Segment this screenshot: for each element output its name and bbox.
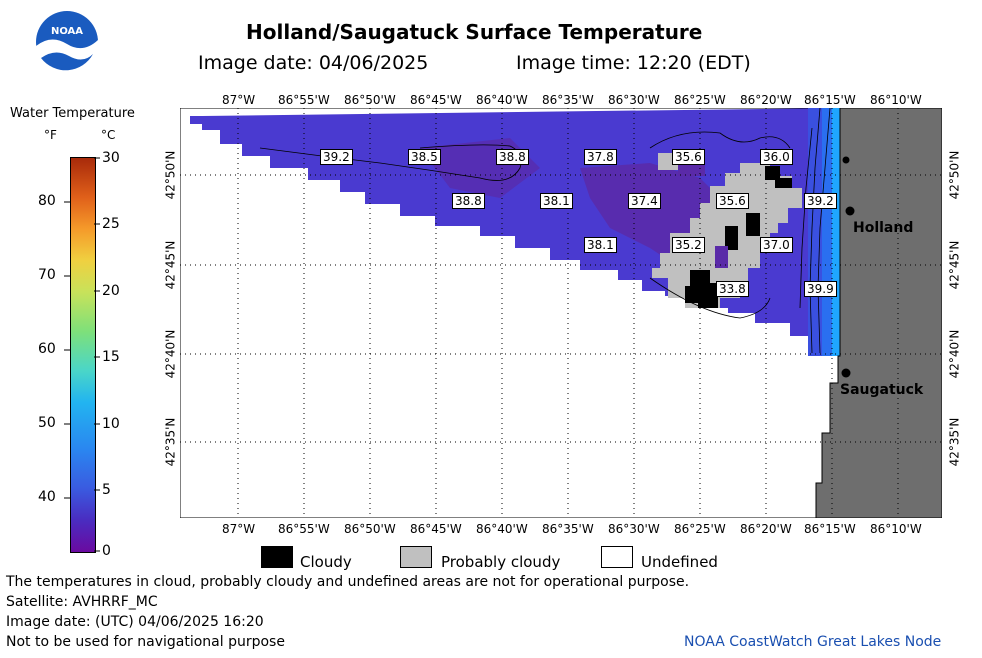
lon-label-top: 86°55'W: [278, 93, 330, 107]
c-tick-0: 0: [102, 543, 111, 559]
lon-label-top: 86°45'W: [410, 93, 462, 107]
temp-label: 37.4: [628, 193, 661, 209]
lat-label-left: 42°40'N: [163, 329, 178, 379]
f-tick-40: 40: [38, 489, 56, 505]
cloudy-region: [685, 270, 728, 308]
lon-label-bottom: 86°30'W: [608, 522, 660, 536]
footer-navigation-warning: Not to be used for navigational purpose: [6, 634, 285, 650]
lon-label-top: 86°10'W: [870, 93, 922, 107]
legend-cloudy-label: Cloudy: [300, 553, 352, 571]
f-tick-80: 80: [38, 193, 56, 209]
legend-probably-cloudy-label: Probably cloudy: [441, 553, 561, 571]
lon-label-top: 86°15'W: [804, 93, 856, 107]
lon-label-bottom: 86°50'W: [344, 522, 396, 536]
c-tick-20: 20: [102, 283, 120, 299]
lon-label-top: 86°50'W: [344, 93, 396, 107]
temp-label: 37.8: [584, 149, 617, 165]
logo-text: NOAA: [51, 26, 83, 37]
city-saugatuck: Saugatuck: [840, 382, 924, 398]
f-tick-70: 70: [38, 267, 56, 283]
c-tick-15: 15: [102, 349, 120, 365]
footer-utc-date: Image date: (UTC) 04/06/2025 16:20: [6, 614, 264, 630]
lon-label-top: 86°20'W: [740, 93, 792, 107]
temp-label: 38.8: [452, 193, 485, 209]
c-tick-5: 5: [102, 482, 111, 498]
legend-cloudy-swatch: [261, 546, 293, 568]
temp-label: 38.5: [408, 149, 441, 165]
footer-credit: NOAA CoastWatch Great Lakes Node: [684, 634, 942, 650]
footer-disclaimer: The temperatures in cloud, probably clou…: [6, 574, 690, 590]
saugatuck-dot: [841, 368, 851, 378]
lat-label-right: 42°45'N: [947, 240, 962, 290]
city-holland: Holland: [853, 220, 914, 236]
lat-label-left: 42°35'N: [163, 417, 178, 467]
colorbar-c-unit: °C: [101, 128, 116, 142]
temp-label: 35.6: [716, 193, 749, 209]
temp-label: 38.1: [584, 237, 617, 253]
temp-label: 39.2: [804, 193, 837, 209]
map: [180, 108, 942, 518]
f-tick-60: 60: [38, 341, 56, 357]
temp-label: 37.0: [760, 237, 793, 253]
lat-label-left: 42°45'N: [163, 240, 178, 290]
colorbar-f-unit: °F: [44, 128, 57, 142]
temp-label: 33.8: [716, 281, 749, 297]
colorbar-title: Water Temperature: [10, 106, 135, 121]
lat-label-right: 42°50'N: [947, 150, 962, 200]
noaa-logo: NOAA: [36, 11, 98, 74]
c-tick-25: 25: [102, 216, 120, 232]
legend-undefined-swatch: [601, 546, 633, 568]
lat-label-right: 42°40'N: [947, 329, 962, 379]
temp-label: 38.1: [540, 193, 573, 209]
lon-label-bottom: 86°40'W: [476, 522, 528, 536]
lat-label-right: 42°35'N: [947, 417, 962, 467]
lon-label-top: 87°W: [222, 93, 256, 107]
c-tick-30: 30: [102, 150, 120, 166]
lon-label-top: 86°35'W: [542, 93, 594, 107]
holland-dot-2: [845, 206, 855, 216]
image-time: Image time: 12:20 (EDT): [516, 52, 751, 74]
lon-label-bottom: 86°15'W: [804, 522, 856, 536]
temp-label: 39.9: [804, 281, 837, 297]
lat-label-left: 42°50'N: [163, 150, 178, 200]
colorbar-ticks: [64, 157, 100, 552]
legend-probably-cloudy-swatch: [400, 546, 432, 568]
footer-satellite: Satellite: AVHRRF_MC: [6, 594, 158, 610]
lon-label-bottom: 86°25'W: [674, 522, 726, 536]
holland-dot: [842, 156, 850, 164]
temp-label: 38.8: [496, 149, 529, 165]
image-date: Image date: 04/06/2025: [198, 52, 429, 74]
lon-label-top: 86°25'W: [674, 93, 726, 107]
legend-undefined-label: Undefined: [641, 553, 718, 571]
temp-label: 35.2: [672, 237, 705, 253]
colorbar: [70, 157, 96, 553]
temp-label: 36.0: [760, 149, 793, 165]
lon-label-top: 86°30'W: [608, 93, 660, 107]
lon-label-bottom: 87°W: [222, 522, 256, 536]
f-tick-50: 50: [38, 415, 56, 431]
c-tick-10: 10: [102, 416, 120, 432]
lon-label-bottom: 86°55'W: [278, 522, 330, 536]
temp-label: 35.6: [672, 149, 705, 165]
page-title: Holland/Saugatuck Surface Temperature: [246, 20, 703, 44]
lon-label-bottom: 86°10'W: [870, 522, 922, 536]
temp-label: 39.2: [320, 149, 353, 165]
lon-label-bottom: 86°20'W: [740, 522, 792, 536]
lon-label-bottom: 86°35'W: [542, 522, 594, 536]
lon-label-bottom: 86°45'W: [410, 522, 462, 536]
lon-label-top: 86°40'W: [476, 93, 528, 107]
